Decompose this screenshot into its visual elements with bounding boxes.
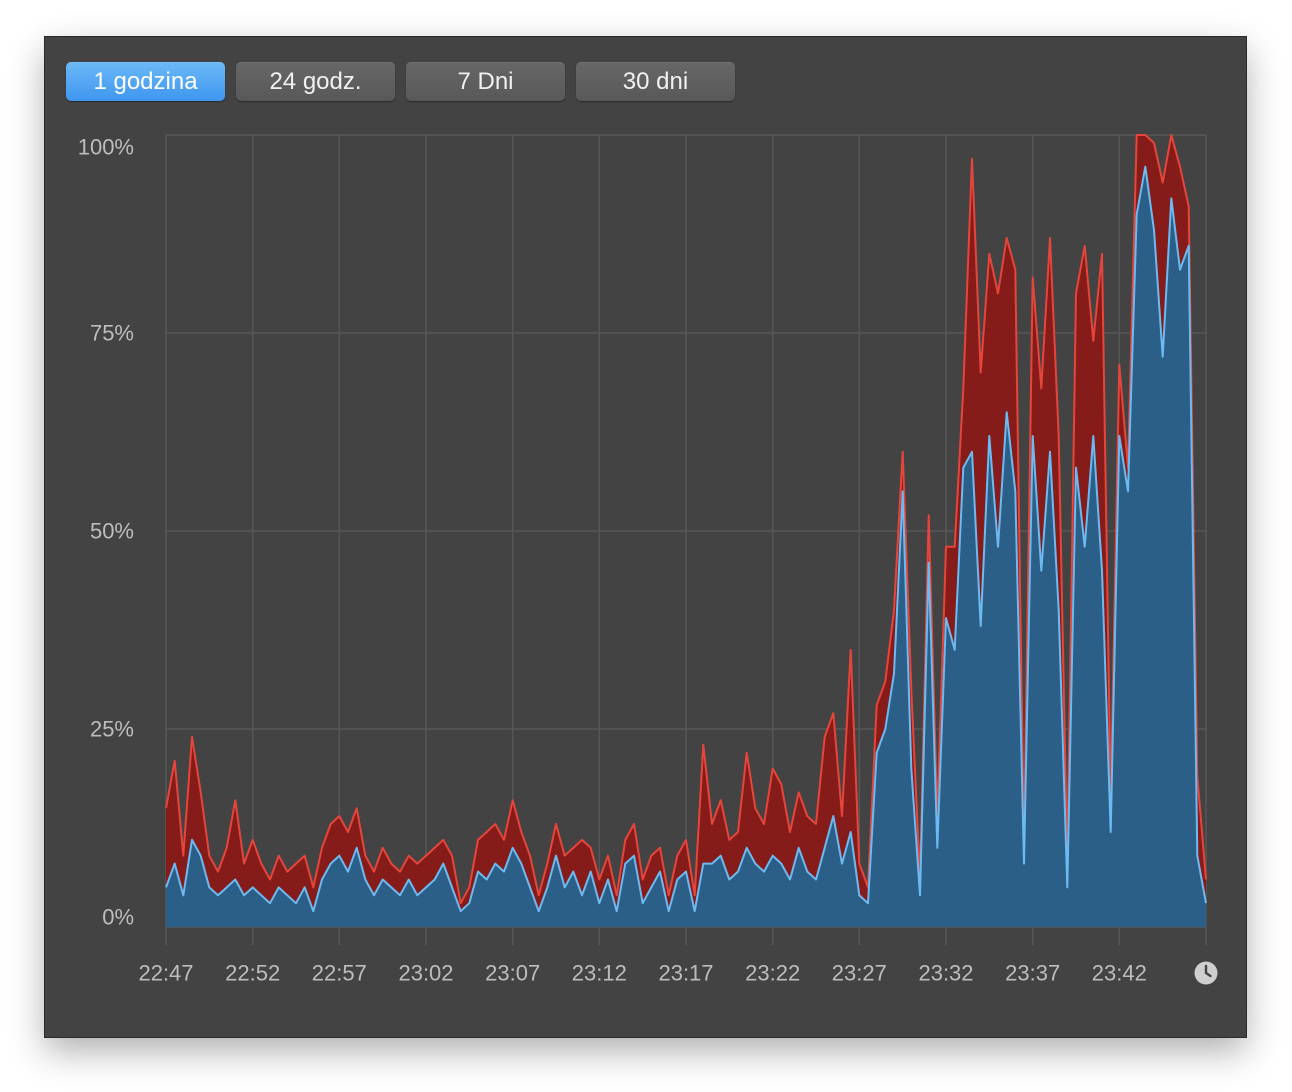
series-2-line [165, 134, 1207, 905]
y-tick-label: 25% [90, 717, 134, 742]
series-1-area [166, 166, 1206, 927]
y-tick-label: 75% [90, 321, 134, 346]
x-tick-label: 23:32 [918, 961, 973, 986]
tab-24-hours[interactable]: 24 godz. [236, 62, 395, 101]
tab-1-hour[interactable]: 1 godzina [66, 62, 225, 101]
series-1-line [165, 165, 1207, 913]
y-tick-label: 0% [102, 905, 134, 930]
series-2-area [166, 135, 1206, 912]
x-tick-label: 23:17 [658, 961, 713, 986]
usage-chart: 0% 25% 50% 75% 100% 22:47 22:52 22:57 23:02 23:07… [78, 134, 1207, 986]
axis-labels: 0% 25% 50% 75% 100% 22:47 22:52 22:57 23:02 23:07… [78, 135, 1147, 986]
x-tick-label: 23:42 [1092, 961, 1147, 986]
x-tick-label: 23:07 [485, 961, 540, 986]
y-tick-label: 50% [90, 519, 134, 544]
x-tick-label: 23:12 [572, 961, 627, 986]
clock-icon[interactable] [1194, 961, 1218, 985]
x-tick-label: 23:22 [745, 961, 800, 986]
x-tick-label: 23:02 [398, 961, 453, 986]
x-tick-label: 23:27 [832, 961, 887, 986]
tab-7-days[interactable]: 7 Dni [406, 62, 565, 101]
series-areas [166, 135, 1206, 927]
y-tick-label: 100% [78, 135, 134, 160]
x-tick-label: 22:57 [312, 961, 367, 986]
history-window: 0% 25% 50% 75% 100% 22:47 22:52 22:57 23:02 23:07… [45, 37, 1246, 1037]
tab-30-days[interactable]: 30 dni [576, 62, 735, 101]
time-range-tabs: 1 godzina 24 godz. 7 Dni 30 dni [66, 62, 735, 101]
series-lines [165, 134, 1207, 913]
x-tick-label: 23:37 [1005, 961, 1060, 986]
x-tick-label: 22:52 [225, 961, 280, 986]
x-tick-label: 22:47 [138, 961, 193, 986]
